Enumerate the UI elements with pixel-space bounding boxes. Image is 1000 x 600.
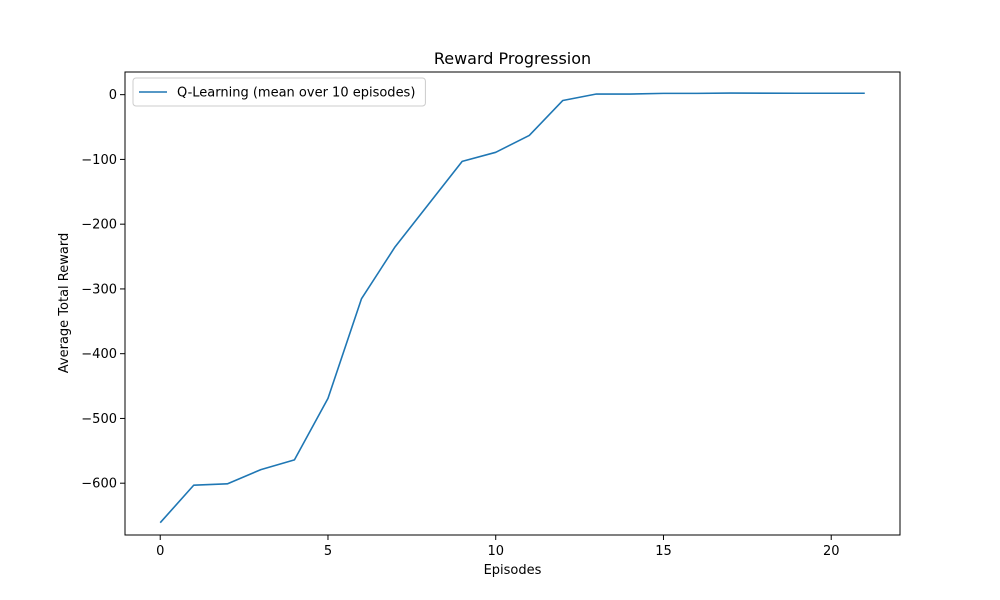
series-layer	[159, 92, 865, 524]
x-axis: 0 5 10 15 20	[156, 535, 839, 559]
y-axis-label: Average Total Reward	[57, 233, 72, 373]
y-tick-label: −100	[81, 153, 117, 168]
x-tick-label: 15	[655, 544, 672, 559]
y-tick-label: −500	[81, 412, 117, 427]
y-axis: −600 −500 −400 −300 −200 −100 0	[81, 88, 125, 492]
x-tick-label: 0	[156, 544, 164, 559]
y-tick-label: −300	[81, 282, 117, 297]
y-tick-label: −400	[81, 347, 117, 362]
chart-title: Reward Progression	[434, 49, 591, 68]
plot-frame	[124, 71, 901, 536]
x-tick-label: 10	[487, 544, 504, 559]
x-axis-label: Episodes	[484, 563, 542, 578]
y-tick-label: 0	[109, 88, 117, 103]
legend-label: Q-Learning (mean over 10 episodes)	[177, 86, 415, 101]
plot-area	[124, 71, 901, 536]
legend-box	[132, 77, 426, 107]
x-tick-label: 5	[324, 544, 332, 559]
y-tick-label: −600	[81, 477, 117, 492]
x-tick-label: 20	[823, 544, 840, 559]
legend: Q-Learning (mean over 10 episodes)	[132, 77, 426, 107]
series-line	[159, 92, 865, 524]
y-tick-label: −200	[81, 218, 117, 233]
